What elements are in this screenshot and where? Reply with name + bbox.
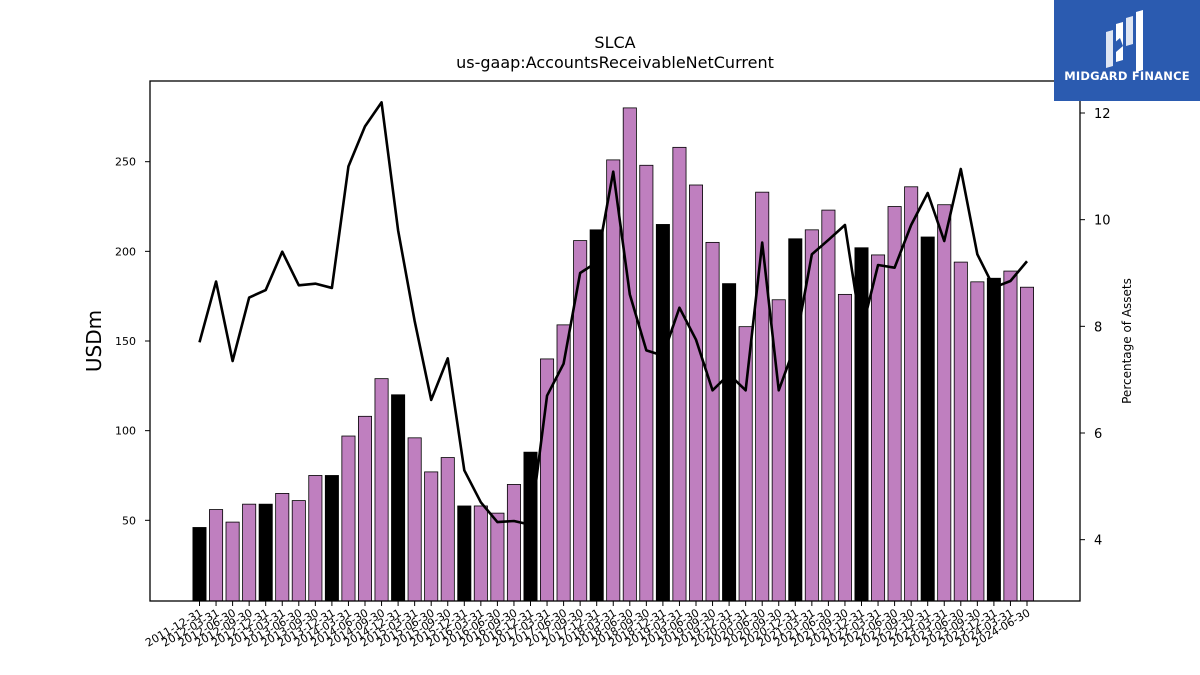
y-axis-left: 50 100 150 200 250 xyxy=(115,156,150,527)
chart-title: SLCA xyxy=(594,33,635,52)
y-axis-right: 4 6 8 10 12 xyxy=(1080,107,1111,549)
bar xyxy=(506,484,521,602)
y2-tick-label: 4 xyxy=(1094,534,1102,549)
bar xyxy=(1003,270,1018,602)
logo-text: MIDGARD FINANCE xyxy=(1064,69,1190,83)
y-tick-label: 50 xyxy=(122,514,136,527)
bar xyxy=(672,146,687,602)
y-tick-label: 250 xyxy=(115,156,136,169)
percentage-line xyxy=(198,101,1028,527)
bar xyxy=(357,415,372,602)
bar xyxy=(374,378,389,602)
bar xyxy=(937,204,952,602)
bar xyxy=(523,451,538,602)
y-tick-label: 200 xyxy=(115,245,136,258)
bar xyxy=(689,184,704,602)
y-tick-label: 100 xyxy=(115,425,136,438)
bar xyxy=(904,186,919,602)
bars-group xyxy=(192,107,1035,602)
bar xyxy=(837,293,852,602)
line-group xyxy=(198,101,1028,527)
bar xyxy=(473,505,488,602)
bar xyxy=(970,281,985,602)
x-axis: 2011-12-312012-03-312012-06-302012-09-30… xyxy=(143,601,1033,650)
bar xyxy=(291,500,306,602)
y2-tick-label: 10 xyxy=(1094,214,1111,229)
y-tick-label: 150 xyxy=(115,335,136,348)
bar xyxy=(986,277,1001,602)
bar xyxy=(242,503,257,602)
bar xyxy=(192,527,207,602)
bar xyxy=(490,512,505,602)
y2-tick-label: 6 xyxy=(1094,427,1102,442)
bar xyxy=(324,475,339,602)
bar xyxy=(341,435,356,602)
bar xyxy=(440,457,455,602)
brand-logo: MIDGARD FINANCE xyxy=(1054,0,1200,101)
bar xyxy=(391,394,406,602)
bar xyxy=(788,238,803,602)
bar xyxy=(871,254,886,602)
y-axis-label: USDm xyxy=(82,310,106,372)
bar xyxy=(589,229,604,602)
bar xyxy=(308,475,323,602)
bar xyxy=(639,164,654,602)
bar xyxy=(722,283,737,602)
y2-tick-label: 12 xyxy=(1094,107,1111,122)
y2-axis-label: Percentage of Assets xyxy=(1120,278,1134,404)
bar xyxy=(606,159,621,602)
bar xyxy=(705,241,720,602)
bar xyxy=(953,261,968,602)
chart-subtitle: us-gaap:AccountsReceivableNetCurrent xyxy=(456,53,774,72)
bar xyxy=(738,326,753,602)
bar xyxy=(275,493,290,602)
logo-mark-icon xyxy=(1106,10,1143,72)
bar xyxy=(1020,286,1035,602)
bar xyxy=(258,503,273,602)
y2-tick-label: 8 xyxy=(1094,320,1102,335)
bar xyxy=(209,509,224,602)
bar xyxy=(424,471,439,602)
bar xyxy=(457,505,472,602)
bar xyxy=(225,521,240,602)
bar xyxy=(821,209,836,602)
bar xyxy=(407,437,422,602)
bar xyxy=(622,107,637,602)
bar xyxy=(655,224,670,602)
bar xyxy=(920,236,935,602)
